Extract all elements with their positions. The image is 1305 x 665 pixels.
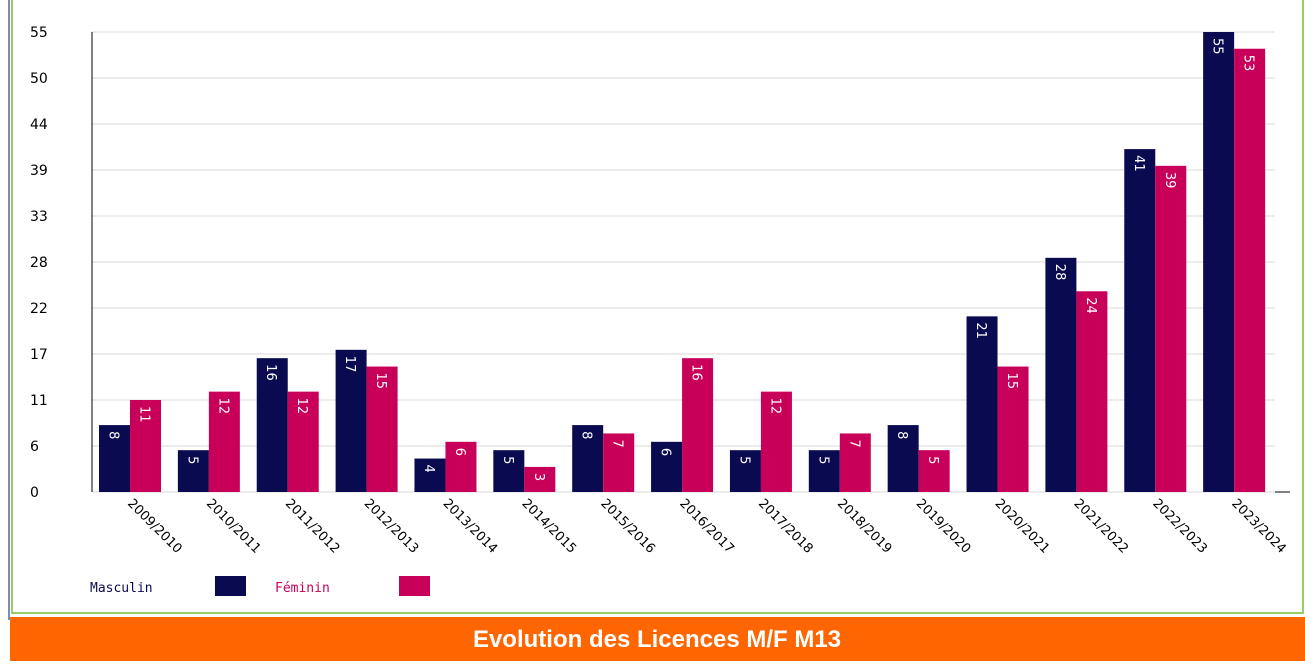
x-tick-label: 2018/2019 bbox=[834, 496, 895, 557]
value-label: 15 bbox=[373, 373, 388, 390]
x-tick-label: 2012/2013 bbox=[361, 496, 422, 557]
bar bbox=[177, 450, 209, 492]
value-label: 16 bbox=[689, 364, 704, 381]
x-tick-label: 2016/2017 bbox=[676, 496, 737, 557]
y-tick-label: 44 bbox=[30, 117, 48, 133]
bar bbox=[1155, 165, 1187, 492]
value-label: 28 bbox=[1052, 264, 1067, 281]
value-label: 8 bbox=[894, 431, 909, 439]
bar bbox=[760, 391, 792, 492]
x-tick-label: 2011/2012 bbox=[282, 496, 343, 557]
bar bbox=[808, 450, 840, 492]
x-tick-label: 2017/2018 bbox=[755, 496, 816, 557]
value-label: 7 bbox=[846, 439, 861, 447]
legend-label: Masculin bbox=[90, 581, 153, 596]
legend-swatch bbox=[399, 576, 430, 596]
bar bbox=[1045, 257, 1077, 492]
y-tick-label: 28 bbox=[30, 255, 48, 271]
y-tick-label: 0 bbox=[30, 485, 39, 501]
value-label: 11 bbox=[137, 406, 152, 423]
x-tick-label: 2009/2010 bbox=[124, 496, 185, 557]
value-label: 41 bbox=[1131, 155, 1146, 172]
chart-frame bbox=[11, 0, 1304, 614]
bar bbox=[99, 425, 130, 492]
value-label: 8 bbox=[106, 431, 121, 439]
x-tick-label: 2010/2011 bbox=[203, 496, 264, 557]
x-tick-label: 2013/2014 bbox=[440, 496, 501, 557]
x-tick-label: 2020/2021 bbox=[992, 496, 1053, 557]
bar bbox=[603, 433, 635, 492]
bar bbox=[839, 433, 871, 492]
bar bbox=[682, 358, 714, 492]
bar bbox=[729, 450, 761, 492]
x-tick-label: 2023/2024 bbox=[1228, 496, 1289, 557]
bar bbox=[651, 441, 683, 492]
value-label: 7 bbox=[610, 439, 625, 447]
bar bbox=[997, 366, 1029, 492]
y-tick-label: 6 bbox=[30, 439, 39, 455]
x-tick-label: 2019/2020 bbox=[913, 496, 974, 557]
chart-title: Evolution des Licences M/F M13 bbox=[473, 626, 841, 653]
legend-swatch bbox=[215, 576, 246, 596]
bar bbox=[887, 425, 919, 492]
bar bbox=[208, 391, 240, 492]
y-tick-label: 22 bbox=[30, 301, 48, 317]
value-label: 5 bbox=[184, 456, 199, 464]
bar bbox=[1203, 32, 1235, 492]
value-label: 5 bbox=[736, 456, 751, 464]
x-tick-label: 2015/2016 bbox=[597, 496, 658, 557]
value-label: 5 bbox=[500, 456, 515, 464]
x-tick-label: 2014/2015 bbox=[519, 496, 580, 557]
bar bbox=[1234, 48, 1266, 493]
value-label: 4 bbox=[421, 465, 436, 473]
value-label: 21 bbox=[973, 322, 988, 339]
bar bbox=[572, 425, 604, 492]
x-tick-label: 2021/2022 bbox=[1071, 496, 1132, 557]
y-tick-label: 17 bbox=[30, 347, 48, 363]
bar bbox=[524, 466, 556, 492]
value-label: 12 bbox=[767, 398, 782, 415]
bar bbox=[335, 349, 367, 492]
value-label: 17 bbox=[342, 356, 357, 373]
bar bbox=[966, 316, 998, 492]
bar bbox=[256, 358, 288, 492]
value-label: 24 bbox=[1083, 297, 1098, 314]
value-label: 5 bbox=[925, 456, 940, 464]
legend-label: Féminin bbox=[275, 581, 330, 596]
value-label: 5 bbox=[815, 456, 830, 464]
y-tick-label: 55 bbox=[30, 25, 48, 41]
bar bbox=[1124, 149, 1156, 492]
bar bbox=[918, 450, 950, 492]
y-tick-label: 39 bbox=[30, 163, 48, 179]
bar bbox=[287, 391, 319, 492]
value-label: 53 bbox=[1241, 55, 1256, 72]
y-tick-label: 11 bbox=[30, 393, 48, 409]
value-label: 6 bbox=[452, 448, 467, 456]
value-label: 15 bbox=[1004, 373, 1019, 390]
value-label: 8 bbox=[579, 431, 594, 439]
value-label: 39 bbox=[1162, 172, 1177, 189]
y-tick-label: 33 bbox=[30, 209, 48, 225]
bar bbox=[366, 366, 398, 492]
bar bbox=[445, 441, 477, 492]
value-label: 6 bbox=[658, 448, 673, 456]
value-label: 55 bbox=[1210, 38, 1225, 55]
y-tick-label: 50 bbox=[30, 71, 48, 87]
value-label: 12 bbox=[294, 398, 309, 415]
value-label: 16 bbox=[263, 364, 278, 381]
value-label: 3 bbox=[531, 473, 546, 481]
x-tick-label: 2022/2023 bbox=[1149, 496, 1210, 557]
value-label: 12 bbox=[215, 398, 230, 415]
bar bbox=[130, 400, 161, 492]
bar bbox=[493, 450, 525, 492]
left-margin bbox=[0, 0, 10, 661]
bar bbox=[414, 458, 446, 492]
title-bar bbox=[10, 617, 1305, 661]
bar bbox=[1076, 291, 1108, 492]
